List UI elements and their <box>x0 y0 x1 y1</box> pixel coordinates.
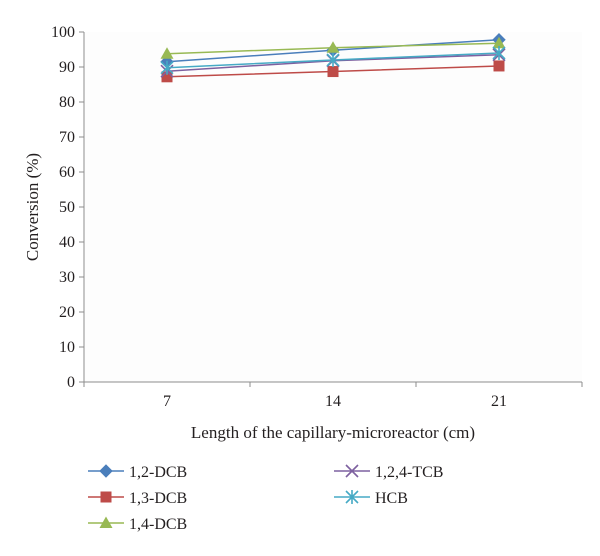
legend-label: 1,3-DCB <box>129 490 187 507</box>
y-tick-label: 30 <box>59 269 75 286</box>
data-point <box>327 66 339 78</box>
y-tick-label: 90 <box>59 59 75 76</box>
series-1,3-DCB <box>161 60 505 83</box>
legend-label: 1,2-DCB <box>129 464 187 481</box>
data-point <box>160 60 174 75</box>
plot-background <box>85 32 582 382</box>
series-HCB <box>160 46 506 75</box>
y-tick-label: 20 <box>59 304 75 321</box>
data-point <box>492 36 506 49</box>
legend-entry: 1,3-DCB <box>88 490 187 507</box>
legend: 1,2-DCB 1,3-DCB 1,4-DCB 1,2,4-TCB HCB <box>88 464 443 533</box>
legend-entry: 1,2-DCB <box>88 464 187 481</box>
legend-label: HCB <box>375 490 408 507</box>
y-tick-label: 0 <box>67 374 75 391</box>
y-tick-label: 10 <box>59 339 75 356</box>
data-point <box>161 71 173 83</box>
legend-marker <box>345 490 359 504</box>
series-1,4-DCB <box>160 36 506 59</box>
plot-area <box>85 32 582 382</box>
x-axis-label: Length of the capillary-microreactor (cm… <box>191 423 475 442</box>
legend-entry: 1,2,4-TCB <box>334 464 443 481</box>
legend-entry: 1,4-DCB <box>88 516 187 533</box>
data-point <box>492 46 506 60</box>
y-tick-label: 40 <box>59 234 75 251</box>
x-tick-label: 14 <box>325 393 341 410</box>
y-tick-label: 80 <box>59 94 75 111</box>
data-point <box>326 41 340 53</box>
data-point <box>493 60 505 72</box>
x-tick-label: 7 <box>163 393 171 410</box>
data-point <box>326 53 340 67</box>
y-tick-label: 60 <box>59 164 75 181</box>
legend-marker <box>100 491 112 503</box>
legend-marker <box>99 516 113 528</box>
legend-entry: HCB <box>334 490 408 507</box>
y-tick-label: 100 <box>51 24 75 41</box>
data-point <box>160 47 174 59</box>
y-tick-label: 70 <box>59 129 75 146</box>
x-tick-label: 21 <box>491 393 507 410</box>
y-axis-label: Conversion (%) <box>23 153 42 261</box>
legend-label: 1,2,4-TCB <box>375 464 443 481</box>
y-tick-label: 50 <box>59 199 75 216</box>
legend-marker <box>99 464 113 478</box>
legend-marker <box>345 464 359 478</box>
axes: 0 10 20 30 40 50 60 70 80 90 100 7 14 21 <box>51 24 583 410</box>
legend-label: 1,4-DCB <box>129 516 187 533</box>
